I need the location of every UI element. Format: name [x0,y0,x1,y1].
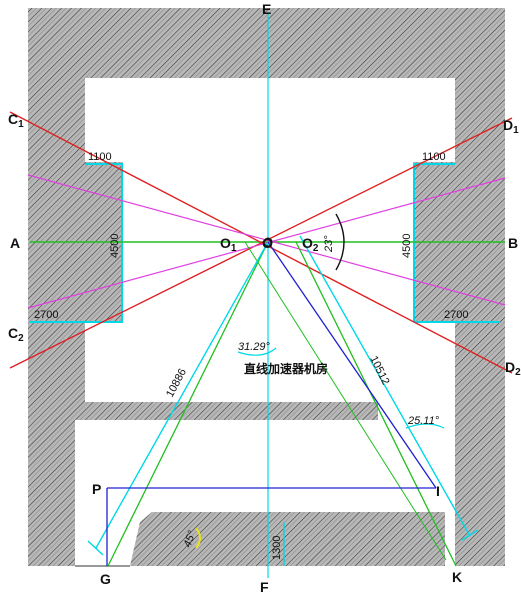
label-a: A [10,235,20,251]
label-k: K [452,569,462,585]
label-c1: C1 [8,111,24,130]
magenta-line-1 [27,174,506,306]
label-e: E [262,1,271,17]
label-o1: O1 [220,235,237,254]
dim-right-height: 4500 [401,234,413,258]
cyan-tick-left [87,540,104,556]
green-ray-o-g [107,241,269,567]
cyan-tick-right [461,529,479,541]
label-p: P [92,481,101,497]
green-ray-o2-k [295,241,457,567]
label-d1: D1 [503,117,519,136]
dim-right-bottom: 2700 [444,309,468,321]
angle-maze: 45° [182,529,199,549]
dim-door-wall: 1300 [271,536,283,560]
left-angle-arc [237,347,277,356]
angle-right-ray: 25.11° [407,415,440,427]
angle-left-ray: 31.29° [238,341,271,353]
maze-wall [130,512,445,566]
right-angle-arc [405,423,445,429]
dim-right-top: 1100 [422,151,446,163]
room-label: 直线加速器机房 [244,361,328,376]
angle-beam: 23° [323,235,335,253]
label-f: F [260,579,269,595]
magenta-line-2 [27,177,506,309]
dim-left-height: 4500 [109,234,121,258]
left-recess-markers [30,163,123,323]
label-o: O [262,235,273,251]
label-b: B [508,235,518,251]
cyan-ray-left [95,241,269,549]
dim-left-top: 1100 [88,151,112,163]
label-o2: O2 [302,235,319,254]
label-c2: C2 [8,325,24,344]
red-line-c2-d1 [9,117,513,369]
dim-diag-left: 10886 [164,367,189,400]
dim-diag-right: 10512 [367,354,391,387]
label-g: G [100,571,111,587]
label-i: I [436,483,440,499]
label-d2: D2 [505,359,521,378]
maze-angle-arc [195,527,201,549]
dim-left-bottom: 2700 [34,309,58,321]
blue-ray-o-i [267,241,437,489]
beam-angle-arc [335,213,345,271]
isocenter-marker [263,237,273,247]
green-ray-o1-k [244,241,447,561]
cyan-ray-right [299,235,471,537]
